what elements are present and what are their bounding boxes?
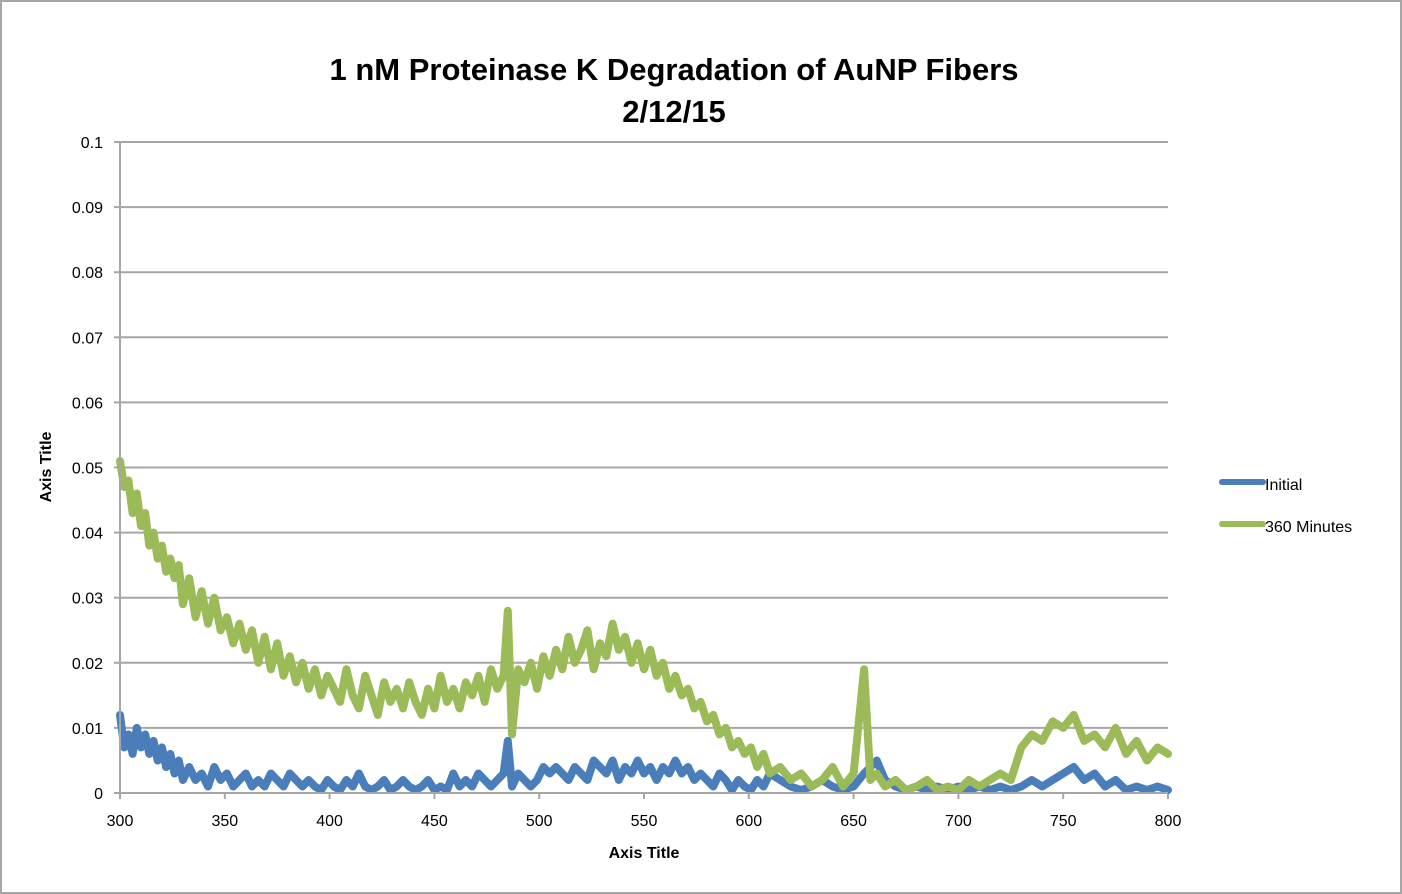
x-axis-ticks: 300 350 400 450 500 550 600 650 700 750 800	[107, 793, 1182, 830]
x-tick-label: 350	[211, 813, 238, 830]
legend-label-initial: Initial	[1265, 477, 1302, 494]
y-tick-label: 0.08	[72, 265, 103, 282]
chart-subtitle: 2/12/15	[622, 94, 725, 129]
y-tick-label: 0.03	[72, 591, 103, 608]
x-tick-label: 400	[316, 813, 343, 830]
x-tick-label: 600	[735, 813, 762, 830]
legend-item-360-minutes[interactable]: 360 Minutes	[1219, 519, 1352, 536]
x-axis-title: Axis Title	[609, 845, 680, 862]
y-tick-label: 0.04	[72, 526, 103, 543]
y-tick-label: 0.02	[72, 656, 103, 673]
y-tick-label: 0.07	[72, 330, 103, 347]
x-tick-label: 750	[1050, 813, 1077, 830]
legend-label-360-minutes: 360 Minutes	[1265, 519, 1352, 536]
x-tick-label: 650	[840, 813, 867, 830]
y-axis-ticks: 0 0.01 0.02 0.03 0.04 0.05 0.06 0.07 0.08 0.09 0.1	[72, 135, 120, 803]
gridlines	[120, 141, 1168, 729]
y-tick-label: 0.09	[72, 200, 103, 217]
series-line	[116, 457, 1172, 794]
x-tick-label: 450	[421, 813, 448, 830]
chart-title: 1 nM Proteinase K Degradation of AuNP Fi…	[329, 52, 1018, 87]
y-tick-label: 0.06	[72, 395, 103, 412]
x-tick-label: 550	[631, 813, 658, 830]
x-tick-label: 300	[107, 813, 134, 830]
y-tick-label: 0.1	[81, 135, 103, 152]
y-axis-title: Axis Title	[38, 431, 55, 502]
y-tick-label: 0	[94, 786, 103, 803]
x-tick-label: 500	[526, 813, 553, 830]
x-tick-label: 800	[1155, 813, 1182, 830]
y-tick-label: 0.01	[72, 721, 103, 738]
legend: Initial 360 Minutes	[1219, 477, 1352, 536]
y-tick-label: 0.05	[72, 461, 103, 478]
x-tick-label: 700	[945, 813, 972, 830]
series-360-minutes	[116, 457, 1172, 794]
series-group	[116, 457, 1172, 794]
legend-item-initial[interactable]: Initial	[1219, 477, 1302, 494]
